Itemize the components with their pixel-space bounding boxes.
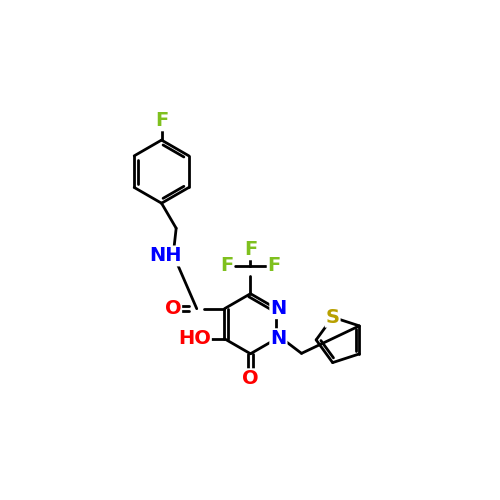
Text: O: O xyxy=(164,299,181,318)
Text: O: O xyxy=(242,370,259,388)
Text: N: N xyxy=(270,329,286,348)
Text: N: N xyxy=(270,299,286,318)
Text: S: S xyxy=(326,308,340,326)
Text: NH: NH xyxy=(149,246,182,266)
Text: F: F xyxy=(220,256,233,276)
Text: HO: HO xyxy=(178,329,211,348)
Text: F: F xyxy=(244,240,257,260)
Text: F: F xyxy=(268,256,281,276)
Text: F: F xyxy=(155,112,168,130)
